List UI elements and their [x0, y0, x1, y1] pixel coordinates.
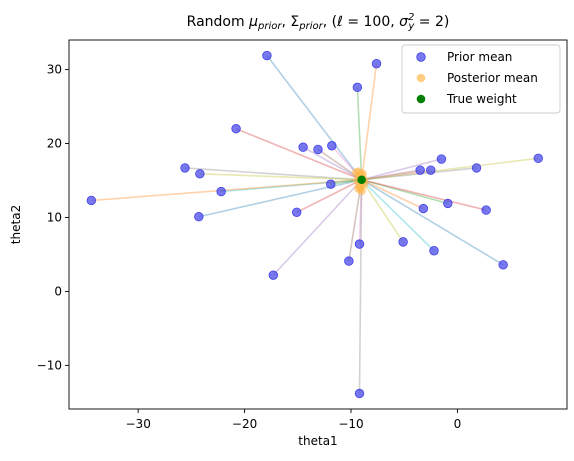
- prior-mean-point: [481, 205, 491, 215]
- y-tick-label: 20: [47, 137, 62, 151]
- data-points: [86, 50, 543, 399]
- prior-mean-point: [327, 141, 337, 151]
- plot-frame: [68, 39, 568, 410]
- x-tick-label: −10: [338, 417, 363, 431]
- x-tick-label: 0: [454, 417, 462, 431]
- prior-mean-point: [195, 169, 205, 179]
- connection-line: [360, 63, 378, 180]
- y-tick-label: 10: [47, 210, 62, 224]
- connection-line: [221, 178, 362, 193]
- x-axis: −30 −20 −10 0: [126, 409, 462, 431]
- connection-line: [361, 179, 424, 210]
- prior-mean-point: [429, 246, 439, 256]
- x-tick-label: −30: [126, 417, 151, 431]
- connection-line: [266, 55, 363, 181]
- prior-mean-point: [216, 186, 226, 197]
- legend-marker-true-weight: [416, 94, 426, 104]
- prior-mean-point: [344, 256, 354, 266]
- connection-line: [296, 179, 362, 214]
- prior-mean-point: [292, 207, 302, 217]
- connection-line: [361, 158, 442, 181]
- prior-mean-point: [398, 237, 408, 247]
- prior-mean-point: [354, 388, 365, 399]
- connection-line: [361, 157, 539, 181]
- connection-line: [199, 173, 362, 181]
- posterior-mean-point: [354, 184, 363, 193]
- prior-mean-point: [180, 163, 190, 173]
- connection-line: [302, 146, 363, 181]
- connection-line: [91, 178, 362, 202]
- legend-box: [401, 44, 561, 114]
- prior-mean-point: [313, 144, 323, 155]
- connection-line: [272, 179, 363, 276]
- prior-mean-point: [533, 153, 543, 164]
- chart-title: Random μprior, Σprior, (ℓ = 100, σ2 y = 2…: [187, 12, 450, 32]
- connection-line: [184, 167, 362, 181]
- y-tick-label: 30: [47, 63, 62, 77]
- connection-line: [361, 178, 449, 205]
- prior-mean-point: [436, 154, 447, 164]
- y-axis: −10 0 10 20 30: [37, 63, 69, 372]
- connection-line: [358, 179, 363, 394]
- connection-line: [361, 179, 435, 252]
- connection-line: [360, 179, 404, 243]
- connection-line: [235, 127, 362, 181]
- connection-line: [361, 179, 504, 266]
- prior-mean-point: [326, 179, 336, 189]
- x-axis-label: theta1: [298, 434, 337, 448]
- prior-mean-point: [268, 270, 279, 280]
- y-tick-label: −10: [37, 358, 62, 372]
- connection-line: [356, 87, 363, 180]
- legend-label-posterior-mean: Posterior mean: [447, 71, 538, 85]
- legend-marker-posterior-mean: [416, 73, 426, 83]
- legend: Prior mean Posterior mean True weight: [401, 44, 561, 114]
- true-weight-point: [357, 175, 366, 185]
- y-axis-label: theta2: [9, 205, 23, 244]
- prior-mean-point: [426, 165, 436, 175]
- prior-mean-point: [498, 260, 508, 270]
- prior-mean-point: [231, 124, 241, 134]
- prior-mean-point: [415, 165, 425, 175]
- connection-line: [361, 169, 421, 181]
- prior-mean-point: [298, 142, 308, 152]
- prior-mean-point: [471, 163, 482, 173]
- prior-mean-point: [194, 212, 204, 222]
- prior-mean-point: [418, 203, 429, 214]
- x-tick-label: −20: [232, 417, 257, 431]
- legend-label-prior-mean: Prior mean: [447, 50, 512, 64]
- legend-marker-prior-mean: [416, 52, 426, 62]
- prior-mean-point: [86, 195, 97, 206]
- prior-mean-point: [354, 239, 365, 249]
- prior-mean-point: [352, 82, 363, 93]
- prior-mean-point: [443, 198, 453, 209]
- y-tick-label: 0: [54, 284, 62, 298]
- prior-mean-point: [371, 58, 382, 69]
- connection-line: [361, 178, 487, 211]
- legend-label-true-weight: True weight: [446, 92, 517, 106]
- prior-mean-point: [262, 50, 272, 61]
